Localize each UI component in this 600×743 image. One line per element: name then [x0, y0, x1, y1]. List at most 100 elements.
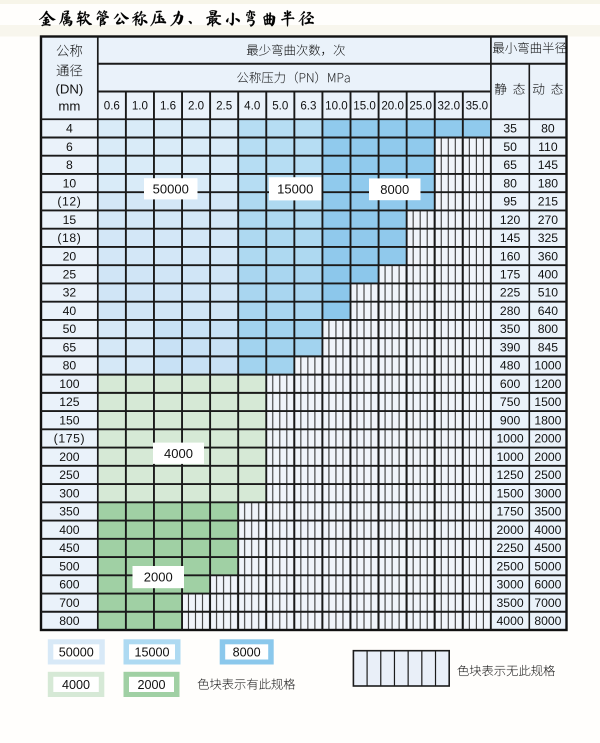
svg-text:1500: 1500 — [497, 486, 524, 500]
svg-text:2000: 2000 — [144, 570, 173, 585]
svg-text:4.0: 4.0 — [244, 99, 260, 112]
svg-text:20: 20 — [63, 249, 77, 263]
svg-text:1.6: 1.6 — [160, 99, 176, 112]
svg-text:3000: 3000 — [534, 486, 561, 500]
svg-text:1000: 1000 — [497, 450, 524, 464]
svg-text:5.0: 5.0 — [272, 99, 288, 112]
svg-text:1800: 1800 — [534, 413, 561, 427]
svg-text:(175): (175) — [54, 432, 85, 446]
svg-text:6: 6 — [66, 140, 73, 154]
svg-text:2250: 2250 — [497, 541, 524, 555]
svg-text:4500: 4500 — [534, 541, 561, 555]
svg-text:mm: mm — [58, 99, 80, 114]
svg-text:175: 175 — [500, 268, 521, 282]
svg-text:95: 95 — [503, 195, 517, 209]
svg-text:80: 80 — [503, 176, 517, 190]
svg-text:800: 800 — [538, 322, 559, 336]
svg-text:2500: 2500 — [497, 559, 524, 573]
svg-text:480: 480 — [500, 359, 521, 373]
svg-text:3000: 3000 — [497, 578, 524, 592]
svg-text:2.0: 2.0 — [188, 99, 204, 112]
svg-text:65: 65 — [63, 340, 77, 354]
svg-text:750: 750 — [500, 395, 521, 409]
svg-text:2000: 2000 — [534, 432, 561, 446]
svg-text:350: 350 — [500, 322, 521, 336]
svg-text:390: 390 — [500, 340, 521, 354]
svg-text:6000: 6000 — [534, 578, 561, 592]
svg-text:1000: 1000 — [534, 359, 561, 373]
svg-text:300: 300 — [59, 486, 80, 500]
svg-text:450: 450 — [59, 541, 80, 555]
svg-text:2000: 2000 — [534, 450, 561, 464]
svg-text:1.0: 1.0 — [132, 99, 148, 112]
svg-text:400: 400 — [538, 268, 559, 282]
svg-text:20.0: 20.0 — [381, 99, 404, 112]
svg-text:6.3: 6.3 — [300, 99, 316, 112]
svg-text:80: 80 — [541, 122, 555, 136]
svg-text:800: 800 — [59, 614, 80, 628]
svg-text:32.0: 32.0 — [437, 99, 460, 112]
svg-text:160: 160 — [500, 249, 521, 263]
svg-text:100: 100 — [59, 377, 80, 391]
svg-text:325: 325 — [538, 231, 559, 245]
svg-text:1000: 1000 — [497, 432, 524, 446]
svg-text:280: 280 — [500, 304, 521, 318]
svg-text:2000: 2000 — [137, 678, 165, 692]
svg-text:350: 350 — [59, 505, 80, 519]
svg-text:1250: 1250 — [497, 468, 524, 482]
svg-text:4000: 4000 — [497, 614, 524, 628]
svg-text:180: 180 — [538, 176, 559, 190]
svg-text:900: 900 — [500, 413, 521, 427]
svg-text:15000: 15000 — [277, 181, 313, 196]
svg-text:1750: 1750 — [497, 505, 524, 519]
svg-text:4000: 4000 — [534, 523, 561, 537]
svg-text:600: 600 — [59, 578, 80, 592]
svg-text:145: 145 — [500, 231, 521, 245]
svg-text:0.6: 0.6 — [104, 99, 120, 112]
svg-text:270: 270 — [538, 213, 559, 227]
svg-text:700: 700 — [59, 596, 80, 610]
svg-text:400: 400 — [59, 523, 80, 537]
svg-text:25.0: 25.0 — [409, 99, 432, 112]
svg-text:1200: 1200 — [534, 377, 561, 391]
svg-text:145: 145 — [538, 158, 559, 172]
svg-text:4: 4 — [66, 122, 73, 136]
svg-text:4000: 4000 — [62, 678, 90, 692]
svg-text:215: 215 — [538, 195, 559, 209]
svg-text:120: 120 — [500, 213, 521, 227]
svg-text:50000: 50000 — [59, 646, 94, 660]
svg-text:250: 250 — [59, 468, 80, 482]
svg-text:(DN): (DN) — [55, 81, 83, 96]
svg-text:8000: 8000 — [380, 182, 409, 197]
svg-text:35: 35 — [503, 122, 517, 136]
svg-text:32: 32 — [63, 286, 77, 300]
svg-text:10.0: 10.0 — [325, 99, 348, 112]
svg-text:65: 65 — [503, 158, 517, 172]
svg-text:8000: 8000 — [534, 614, 561, 628]
svg-text:15000: 15000 — [134, 646, 169, 660]
svg-text:4000: 4000 — [164, 446, 193, 461]
svg-text:25: 25 — [63, 268, 77, 282]
svg-text:50000: 50000 — [153, 181, 189, 196]
svg-text:360: 360 — [538, 249, 559, 263]
svg-text:2.5: 2.5 — [216, 99, 232, 112]
svg-text:10: 10 — [63, 176, 77, 190]
svg-text:125: 125 — [59, 395, 80, 409]
svg-text:(18): (18) — [57, 231, 81, 245]
svg-text:510: 510 — [538, 286, 559, 300]
svg-text:8000: 8000 — [233, 646, 261, 660]
svg-text:35.0: 35.0 — [466, 99, 489, 112]
svg-text:3500: 3500 — [534, 505, 561, 519]
svg-text:8: 8 — [66, 158, 73, 172]
svg-text:40: 40 — [63, 304, 77, 318]
svg-text:845: 845 — [538, 340, 559, 354]
svg-text:15.0: 15.0 — [353, 99, 376, 112]
svg-text:1500: 1500 — [534, 395, 561, 409]
svg-text:500: 500 — [59, 559, 80, 573]
svg-text:150: 150 — [59, 413, 80, 427]
svg-text:200: 200 — [59, 450, 80, 464]
svg-text:225: 225 — [500, 286, 521, 300]
svg-text:50: 50 — [503, 140, 517, 154]
svg-text:2000: 2000 — [497, 523, 524, 537]
svg-text:15: 15 — [63, 213, 77, 227]
